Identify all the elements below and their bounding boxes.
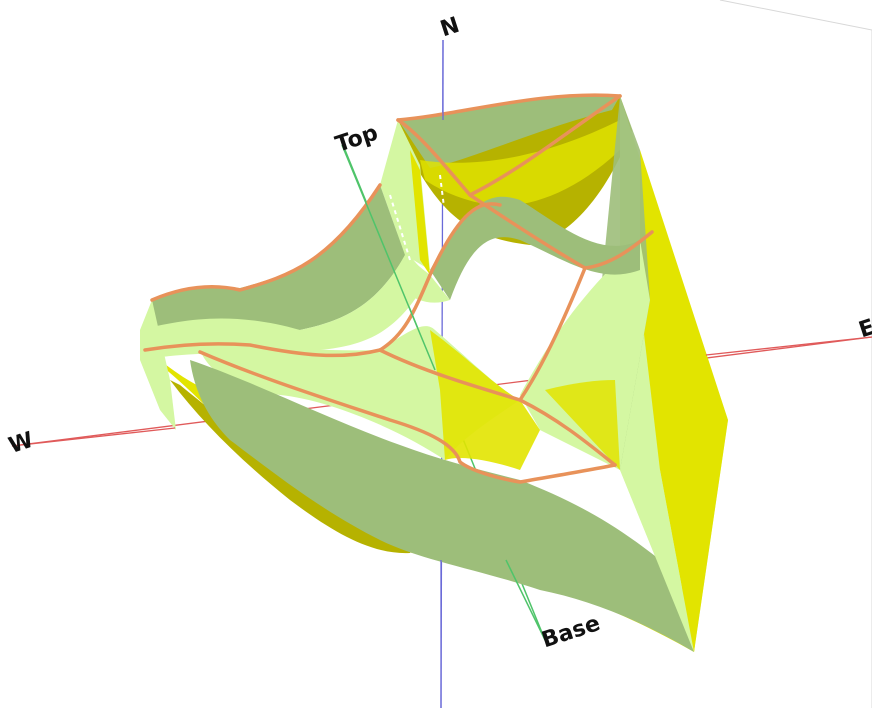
ridge-edges xyxy=(143,93,654,484)
north-inner-post-yellow xyxy=(410,150,430,275)
inner-east-yellow xyxy=(545,380,620,470)
vertical-axis-front xyxy=(341,144,436,371)
west-corner-light xyxy=(140,300,176,430)
hidden-edge-1 xyxy=(439,174,446,216)
hidden-edge-3 xyxy=(389,194,411,261)
middle-ribbon xyxy=(430,196,640,300)
ew-axis-east xyxy=(705,336,872,356)
geological-model[interactable] xyxy=(140,93,728,652)
east-panel-yellow xyxy=(640,150,728,652)
ridge-inner-east xyxy=(518,266,587,402)
vertical-axis-lower xyxy=(505,559,546,641)
hidden-edge-2 xyxy=(539,254,556,281)
central-band-yellow xyxy=(430,330,540,470)
ridge-west-upper xyxy=(150,183,382,302)
view-frame-edge xyxy=(719,0,872,708)
west-upper-shelf-front xyxy=(140,255,430,360)
ridge-inner-north xyxy=(396,118,654,270)
south-east-facet xyxy=(620,470,694,652)
inner-east-column xyxy=(520,240,650,470)
west-upper-shelf xyxy=(150,185,405,345)
ew-axis-west xyxy=(11,427,176,447)
south-skirt-mid xyxy=(190,360,694,652)
ridge-north-diagonal xyxy=(468,94,622,197)
ridge-north xyxy=(396,93,622,122)
ridge-south-front xyxy=(198,350,617,484)
